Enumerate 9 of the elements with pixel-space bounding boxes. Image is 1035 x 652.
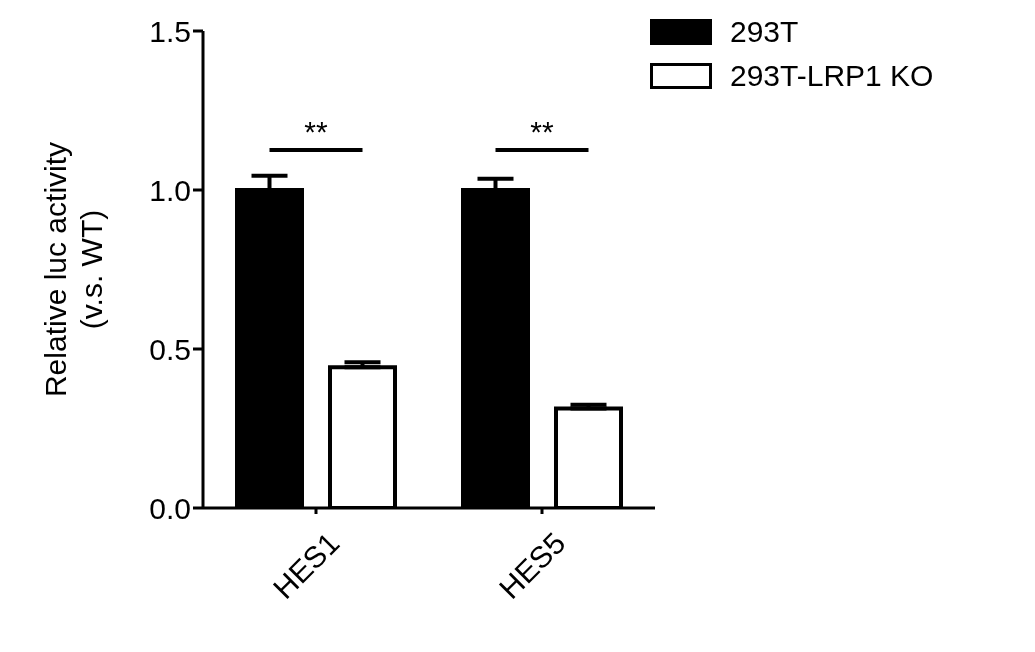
legend-label: 293T <box>730 15 799 49</box>
annotation: ** <box>304 115 328 148</box>
y-tick-label: 1.5 <box>149 14 191 48</box>
y-tick-label: 0.5 <box>149 332 191 366</box>
y-tick-label: 0.0 <box>149 491 191 525</box>
annotation: ** <box>530 115 554 148</box>
legend-label: 293T-LRP1 KO <box>730 59 934 93</box>
y-tick-label: 1.0 <box>149 173 191 207</box>
y-axis-title: Relative luc activity (v.s. WT) <box>39 141 108 398</box>
